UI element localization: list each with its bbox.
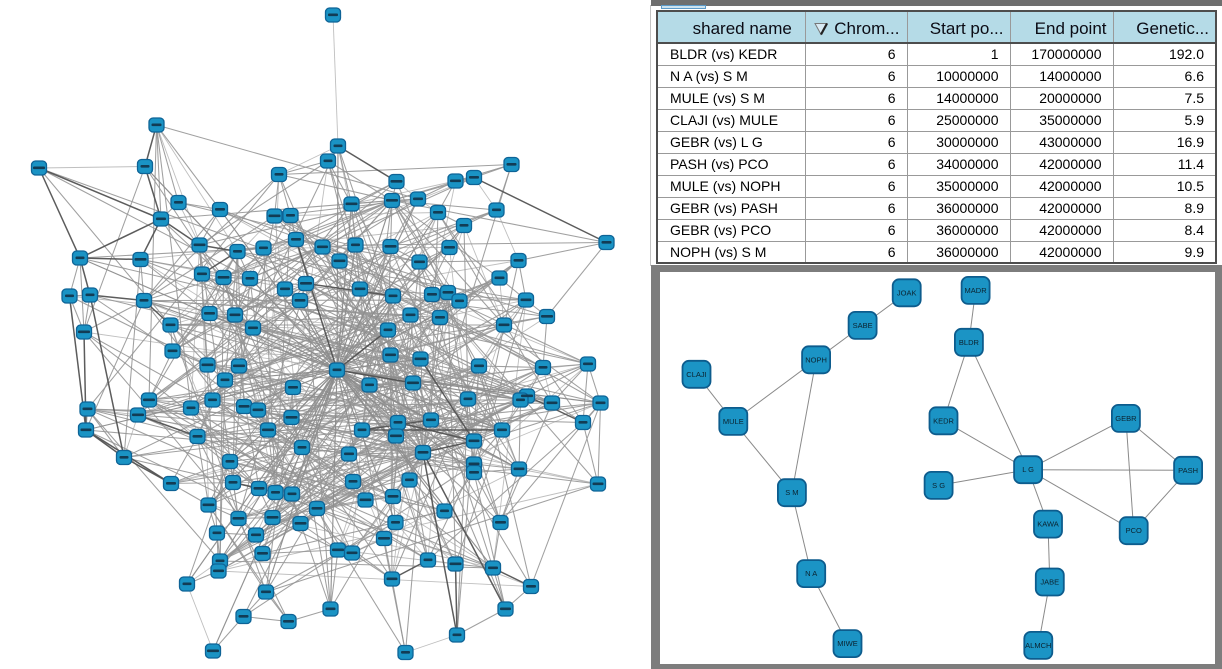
svg-text:PCO: PCO — [1126, 526, 1142, 535]
svg-text:S G: S G — [932, 481, 945, 490]
svg-text:L G: L G — [1022, 465, 1034, 474]
svg-text:SABE: SABE — [853, 321, 873, 330]
svg-text:S M: S M — [785, 488, 798, 497]
svg-text:CLAJI: CLAJI — [686, 370, 706, 379]
svg-text:MADR: MADR — [965, 286, 988, 295]
svg-text:MULE: MULE — [723, 417, 744, 426]
svg-text:NOPH: NOPH — [805, 355, 827, 364]
svg-text:KEDR: KEDR — [933, 416, 954, 425]
svg-text:ALMCH: ALMCH — [1025, 641, 1051, 650]
svg-text:BLDR: BLDR — [959, 338, 980, 347]
svg-text:JOAK: JOAK — [897, 288, 917, 297]
svg-text:KAWA: KAWA — [1037, 520, 1059, 529]
svg-text:MIWE: MIWE — [837, 639, 857, 648]
svg-text:JABE: JABE — [1040, 578, 1059, 587]
svg-text:PASH: PASH — [1178, 466, 1198, 475]
svg-text:GEBR: GEBR — [1115, 414, 1137, 423]
svg-text:N A: N A — [805, 569, 817, 578]
